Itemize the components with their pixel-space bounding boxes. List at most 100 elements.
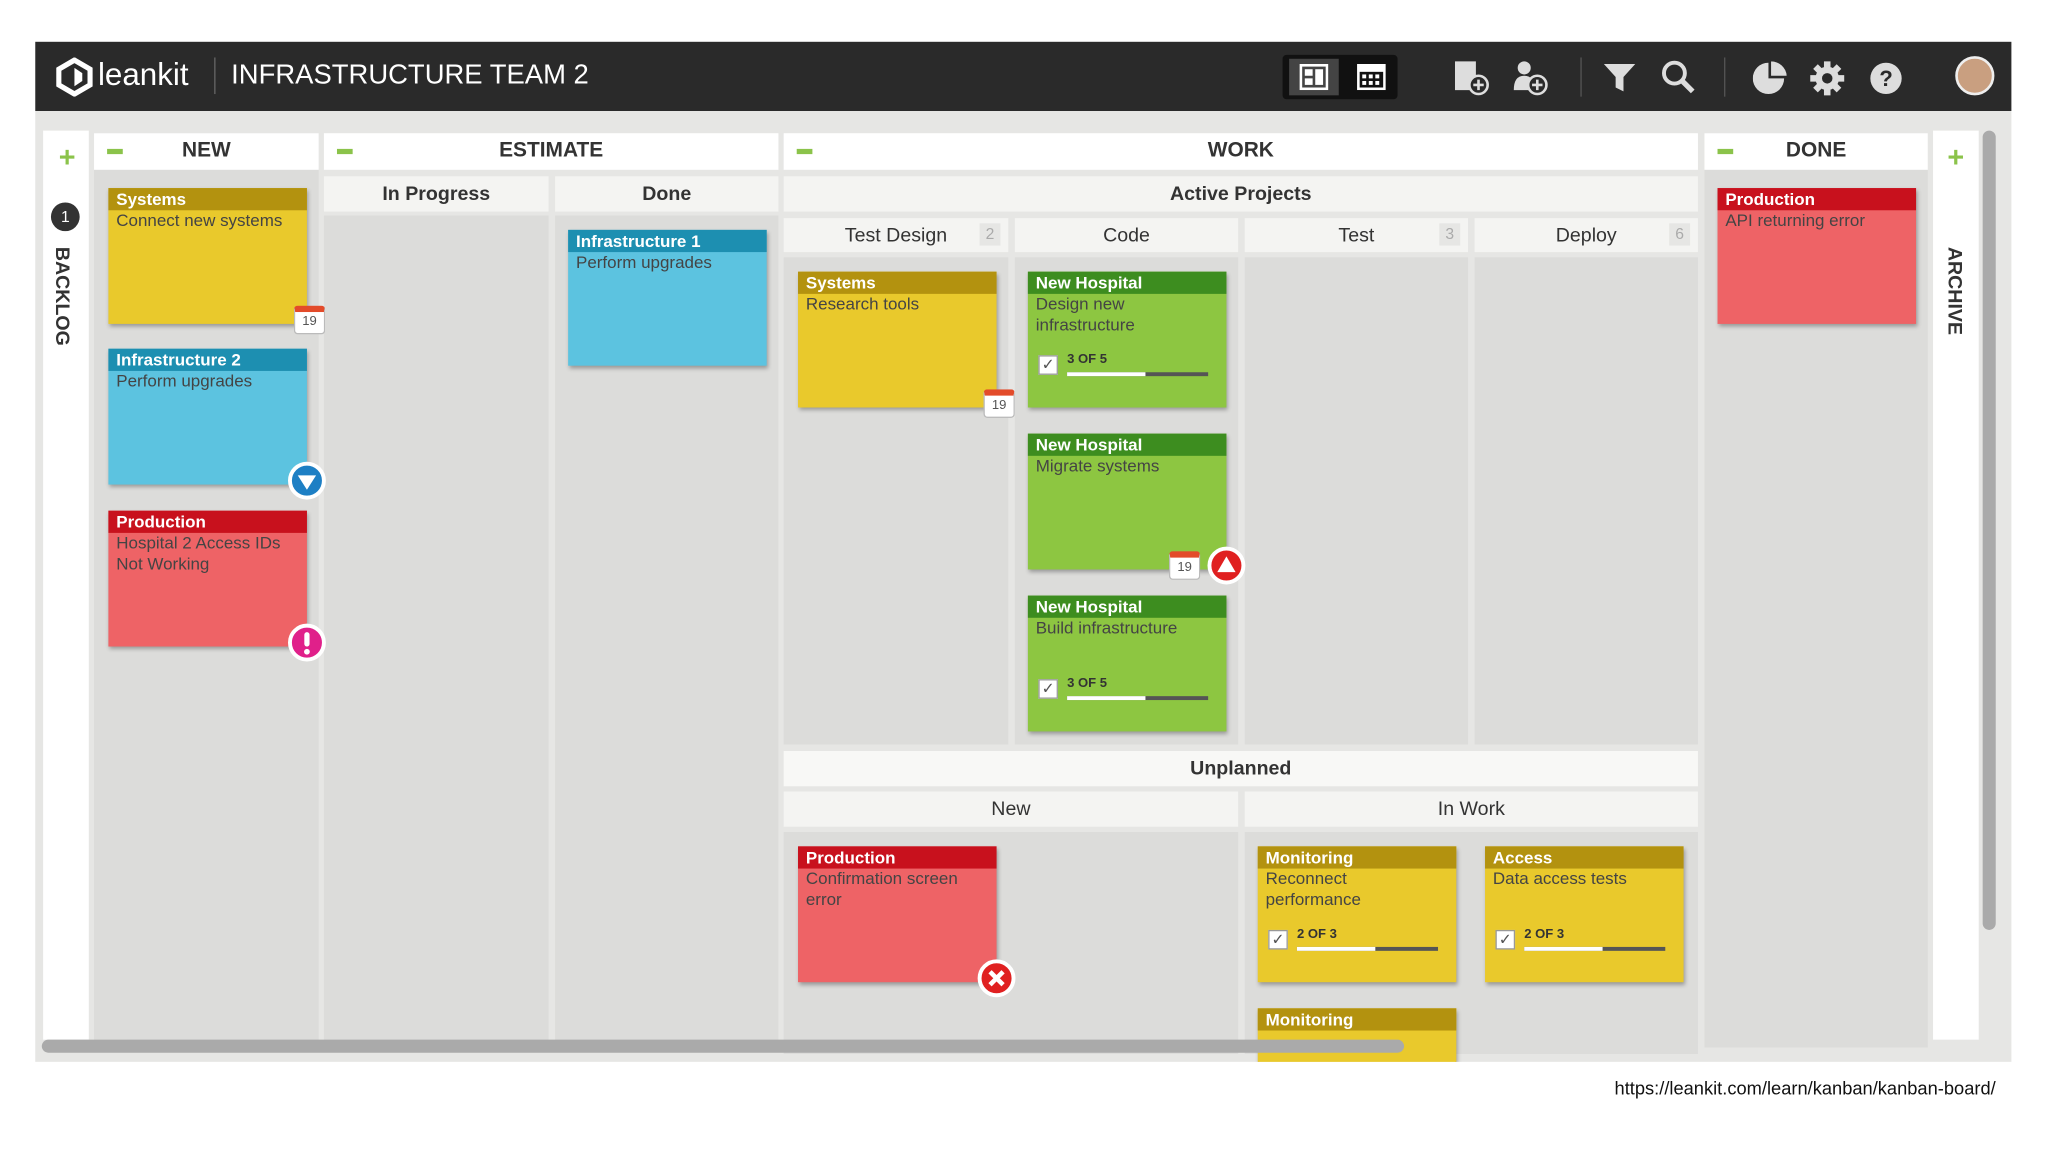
- backlog-label: BACKLOG: [50, 246, 74, 346]
- column-header: New: [783, 791, 1239, 827]
- card[interactable]: Production API returning error: [1717, 188, 1917, 324]
- due-date: 19: [1168, 551, 1201, 580]
- card[interactable]: Access Data access tests ✓ 2 OF 3: [1485, 846, 1684, 983]
- card-text: Hospital 2 Access IDs Not Working: [116, 532, 281, 574]
- wip-limit: 2: [979, 223, 1001, 246]
- card-tag: Production: [798, 846, 997, 869]
- wip-limit: 3: [1439, 223, 1461, 246]
- logo-text: leankit: [97, 57, 189, 93]
- card[interactable]: New Hospital Design new infrastructure ✓ 3 …: [1027, 271, 1227, 408]
- backlog-count: 1: [50, 202, 80, 232]
- lane-header: WORK: [783, 133, 1698, 170]
- progress-fill: [1296, 946, 1376, 951]
- card-text: Research tools: [805, 293, 920, 314]
- column-header: Done: [555, 176, 779, 212]
- card-text: API returning error: [1725, 210, 1866, 230]
- collapse[interactable]: [107, 148, 123, 155]
- vertical-scrollbar[interactable]: [1982, 130, 1996, 930]
- card-text: Perform upgrades: [116, 370, 253, 391]
- column-title: Test Design: [844, 223, 948, 247]
- task-checkbox[interactable]: ✓: [1268, 929, 1288, 950]
- card-text: Reconnect performance: [1265, 868, 1361, 910]
- card-text: Perform upgrades: [575, 252, 712, 272]
- card[interactable]: Systems Connect new systems 19: [108, 188, 326, 335]
- search-icon[interactable]: [1661, 60, 1695, 94]
- board: + 1 BACKLOG + ARCHIVE NEW ESTIMATE In Pr…: [35, 111, 2012, 1062]
- card-tag: Infrastructure 2: [108, 348, 307, 371]
- card-icon: [1207, 546, 1246, 585]
- card[interactable]: Monitoring Reconnect performance ✓ 2 OF 3: [1257, 846, 1457, 983]
- collapse[interactable]: [796, 148, 813, 155]
- board-view-icon: [1299, 63, 1329, 91]
- column-header: Test Design 2: [783, 218, 1009, 253]
- due-date: 19: [983, 389, 1015, 418]
- lane-header: DONE: [1704, 133, 1928, 170]
- card[interactable]: Production Hospital 2 Access IDs Not Work…: [108, 510, 326, 662]
- collapse[interactable]: [1717, 148, 1734, 155]
- card-text: Confirmation screen error: [805, 868, 958, 910]
- divider: [1580, 57, 1582, 97]
- add-card-icon[interactable]: [1452, 59, 1491, 96]
- backlog-lane[interactable]: [43, 130, 89, 1040]
- collapse[interactable]: [336, 148, 353, 155]
- add-user-icon[interactable]: [1511, 59, 1550, 96]
- divider: [1724, 57, 1726, 97]
- card-tag: New Hospital: [1027, 595, 1227, 618]
- logo-icon: [56, 57, 93, 97]
- archive-label: ARCHIVE: [1943, 246, 1966, 336]
- wip-limit: 6: [1669, 223, 1691, 246]
- lane-title: NEW: [181, 139, 231, 162]
- calendar-view-icon[interactable]: [1357, 61, 1386, 91]
- card[interactable]: Infrastructure 1 Perform upgrades: [568, 229, 767, 366]
- help-icon[interactable]: ?: [1869, 61, 1903, 95]
- card-tag: Monitoring: [1257, 1008, 1457, 1031]
- add-button[interactable]: +: [1947, 141, 1965, 174]
- card-tag: Infrastructure 1: [568, 229, 767, 253]
- column-body: [1244, 257, 1469, 745]
- card-tag: Systems: [798, 271, 997, 294]
- card-tag: Production: [1717, 188, 1917, 211]
- lane-header: NEW: [94, 133, 319, 170]
- card-tag: Access: [1485, 846, 1684, 869]
- settings-icon[interactable]: [1809, 60, 1846, 97]
- task-checkbox[interactable]: ✓: [1495, 929, 1516, 950]
- horizontal-scrollbar[interactable]: [41, 1039, 1405, 1053]
- lane-header: ESTIMATE: [323, 133, 779, 170]
- task-checkbox[interactable]: ✓: [1038, 679, 1058, 699]
- column-title: Test: [1338, 223, 1375, 247]
- card-text: Data access tests: [1492, 868, 1627, 889]
- progress-fill: [1067, 372, 1146, 377]
- column-header: Test 3: [1244, 218, 1469, 253]
- svg-text:?: ?: [1879, 66, 1893, 91]
- filter-icon[interactable]: [1603, 61, 1637, 92]
- progress-fill: [1524, 946, 1603, 951]
- archive-lane[interactable]: [1933, 130, 1979, 1040]
- card[interactable]: Infrastructure 2 Perform upgrades: [108, 348, 326, 500]
- group-header: Active Projects: [783, 176, 1698, 212]
- column-header: Code: [1014, 218, 1239, 253]
- card-icon: [977, 959, 1016, 998]
- card-text: Build infrastructure: [1035, 617, 1178, 638]
- card[interactable]: Production Confirmation screen error: [798, 846, 1016, 998]
- card[interactable]: New Hospital Migrate systems 19: [1027, 433, 1246, 585]
- task-checkbox[interactable]: ✓: [1038, 355, 1058, 375]
- lane-title: ESTIMATE: [499, 139, 604, 162]
- add-button[interactable]: +: [58, 141, 76, 174]
- lane-title: WORK: [1207, 139, 1274, 162]
- analytics-icon[interactable]: [1752, 61, 1787, 95]
- column-header: In Work: [1244, 791, 1698, 827]
- top-bar: leankit INFRASTRUCTURE TEAM 2 ?: [35, 41, 2012, 112]
- task-progress: 3 OF 5: [1067, 352, 1108, 368]
- card-tag: Production: [108, 510, 307, 533]
- lane-title: DONE: [1785, 139, 1847, 162]
- user-avatar[interactable]: [1955, 56, 1995, 96]
- card[interactable]: Monitoring: [1257, 1008, 1457, 1062]
- board-title: INFRASTRUCTURE TEAM 2: [231, 60, 589, 91]
- source-url: https://leankit.com/learn/kanban/kanban-…: [1614, 1077, 1996, 1099]
- column-title: Deploy: [1555, 223, 1617, 247]
- card[interactable]: New Hospital Build infrastructure ✓ 3 OF 5: [1027, 595, 1227, 732]
- card-tag: New Hospital: [1027, 433, 1227, 456]
- card[interactable]: Systems Research tools 19: [798, 271, 1015, 418]
